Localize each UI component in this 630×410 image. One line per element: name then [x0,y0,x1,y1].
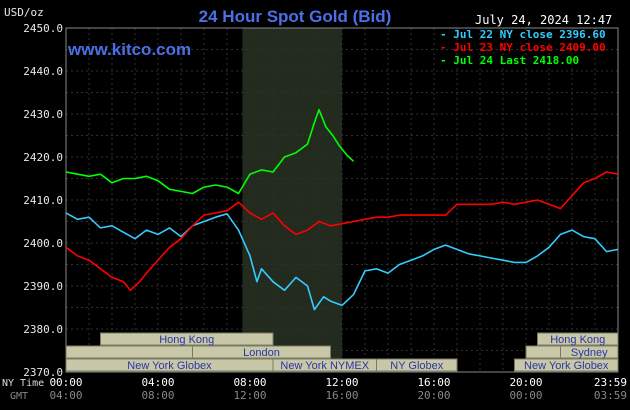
timestamp: July 24, 2024 12:47 [475,13,612,27]
session-hong-kong-box [100,332,274,346]
y-tick-label: 2390.0 [23,280,63,293]
grid [65,27,619,373]
legend-entry: - Jul 22 NY close 2396.60 [440,28,606,41]
x-tick-label-ny: 16:00 [417,376,450,389]
x-tick-label-ny: 23:59 [594,376,627,389]
session-hong-kong-label: Hong Kong [159,334,214,346]
y-tick-label: 2380.0 [23,323,63,336]
gmt-axis-label: GMT [10,391,28,402]
series-line [65,108,355,195]
chart-title: 24 Hour Spot Gold (Bid) [199,7,392,26]
session-ny-globex-label: New York Globex [127,360,212,372]
x-tick-label-ny: 00:00 [49,376,82,389]
session-ny-globex-3-box [514,358,619,372]
y-axis-ticks: 2450.0 2440.0 2430.0 2420.0 2410.0 2400.0 2390… [23,22,63,379]
session-london-box [192,345,331,359]
y-tick-label: 2400.0 [23,237,63,250]
x-tick-label-ny: 04:00 [141,376,174,389]
session-london-label: London [243,347,280,359]
site-watermark: www.kitco.com [67,40,191,59]
y-tick-label: 2370.0 [23,366,63,379]
session-left-pad-box [65,345,193,359]
legend: - Jul 22 NY close 2396.60- Jul 23 NY clo… [440,28,606,67]
x-tick-label-gmt: 12:00 [233,389,266,402]
session-sydney-box [560,345,619,359]
session-ny-globex-3-label: New York Globex [524,360,609,372]
y-axis-unit: USD/oz [4,6,44,19]
session-sydney-label: Sydney [571,347,608,359]
x-tick-label-gmt: 00:00 [509,389,542,402]
session-hong-kong-2-box [537,332,619,346]
x-tick-label-ny: 12:00 [325,376,358,389]
x-tick-label-gmt: 04:00 [49,389,82,402]
plot-frame [65,27,619,373]
y-tick-label: 2440.0 [23,65,63,78]
x-tick-label-gmt: 20:00 [417,389,450,402]
series-line [65,212,619,311]
ny-time-axis-label: NY Time [2,378,44,389]
x-tick-label-gmt: 08:00 [141,389,174,402]
x-tick-label-ny: 20:00 [509,376,542,389]
x-tick-label-gmt: 16:00 [325,389,358,402]
series-lines [65,108,619,311]
y-tick-label: 2450.0 [23,22,63,35]
legend-entry: - Jul 23 NY close 2409.00 [440,41,606,54]
x-tick-label-gmt: 03:59 [594,389,627,402]
session-ny-globex-2-label: NY Globex [390,360,443,372]
series-line [65,171,619,292]
y-tick-label: 2410.0 [23,194,63,207]
session-hong-kong-2-label: Hong Kong [550,334,605,346]
x-tick-label-ny: 08:00 [233,376,266,389]
y-tick-label: 2420.0 [23,151,63,164]
legend-entry: - Jul 24 Last 2418.00 [440,54,579,67]
y-tick-label: 2430.0 [23,108,63,121]
session-ny-nymex-label: New York NYMEX [280,360,369,372]
session-small-box [525,345,561,359]
session-ny-globex-2-box [376,358,458,372]
